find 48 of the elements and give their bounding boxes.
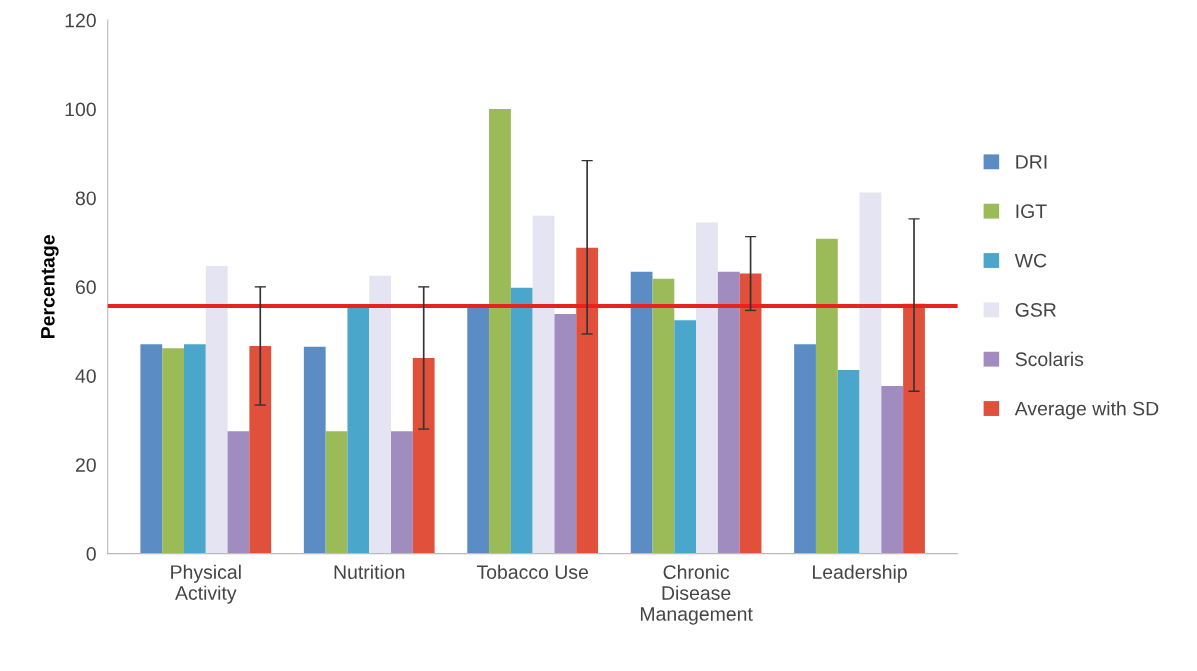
y-tick-label: 40	[75, 369, 96, 383]
bar	[467, 307, 490, 554]
bar	[303, 346, 326, 554]
bar	[837, 369, 860, 554]
legend-label: Scolaris	[1015, 351, 1084, 367]
bar	[739, 273, 762, 554]
y-tick-label: 20	[75, 458, 96, 472]
y-tick-label: 80	[75, 191, 96, 206]
bar	[881, 385, 904, 554]
x-tick-label: Physical Activity	[171, 564, 241, 604]
bar	[227, 431, 250, 554]
bar	[859, 192, 882, 554]
x-tick-label: Tobacco Use	[476, 564, 588, 579]
bar	[554, 313, 577, 554]
bar	[184, 344, 206, 554]
legend-label: GSR	[1015, 303, 1056, 317]
bar	[794, 344, 816, 554]
bar	[717, 271, 740, 554]
y-tick-label: 120	[65, 13, 96, 28]
y-tick-label: 60	[75, 280, 96, 295]
bar	[162, 348, 184, 554]
y-tick-label: 100	[65, 102, 96, 117]
legend-label: IGT	[1016, 204, 1047, 219]
bar	[630, 271, 653, 554]
y-axis-title: Percentage	[41, 235, 59, 338]
legend-label: WC	[1014, 253, 1047, 268]
bar	[576, 247, 599, 554]
bar	[249, 345, 272, 554]
bar	[140, 344, 163, 554]
bar	[510, 287, 533, 554]
x-tick-label: Leadership	[813, 564, 907, 583]
bar	[412, 357, 435, 554]
legend-label: Average with SD	[1014, 401, 1159, 420]
bar	[205, 265, 228, 554]
bar	[369, 275, 392, 554]
legend-label: DRI	[1016, 155, 1047, 169]
bar	[815, 238, 838, 554]
bar	[489, 109, 511, 554]
bar	[696, 222, 718, 554]
bar	[674, 320, 697, 554]
bar	[347, 306, 370, 554]
x-tick-label: Chronic Disease Management	[640, 564, 753, 625]
bar	[652, 278, 675, 554]
y-tick-label: 0	[86, 547, 96, 561]
bar	[391, 431, 413, 554]
x-tick-label: Nutrition	[334, 564, 405, 579]
bar	[532, 215, 555, 554]
bar	[325, 431, 348, 554]
